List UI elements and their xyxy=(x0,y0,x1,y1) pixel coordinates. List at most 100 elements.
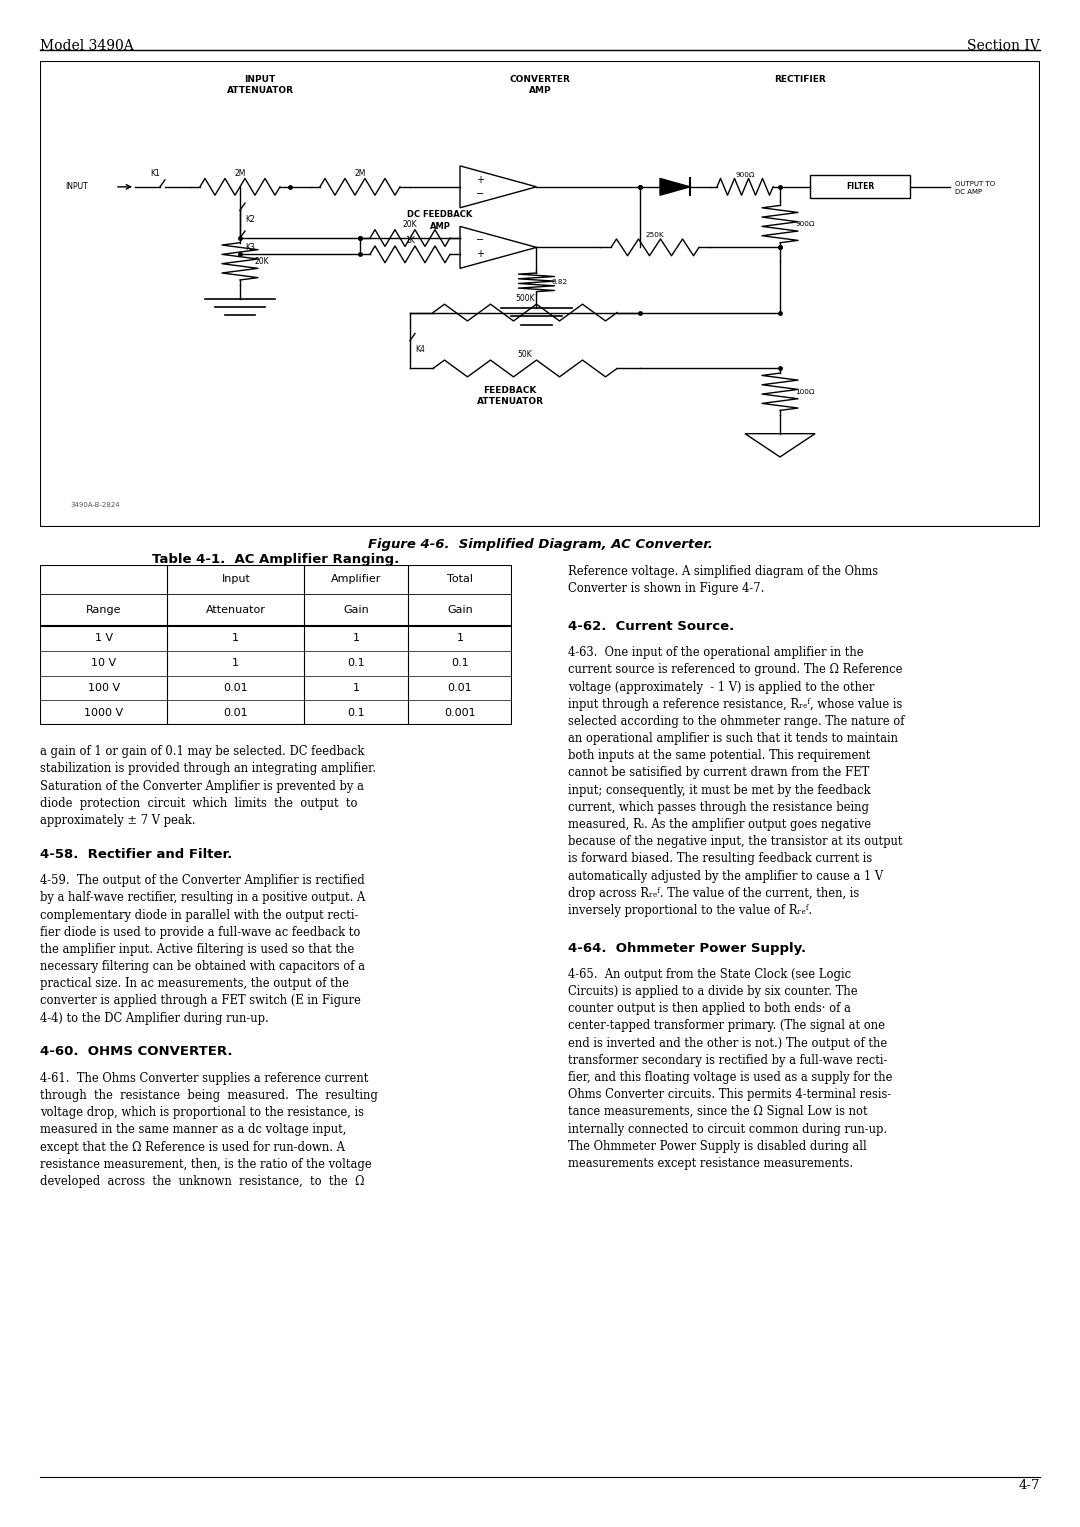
Text: 4-59.  The output of the Converter Amplifier is rectified: 4-59. The output of the Converter Amplif… xyxy=(40,873,365,887)
Text: measurements except resistance measurements.: measurements except resistance measureme… xyxy=(568,1157,853,1170)
Text: RECTIFIER: RECTIFIER xyxy=(774,75,826,84)
Text: 4-58.  Rectifier and Filter.: 4-58. Rectifier and Filter. xyxy=(40,847,232,861)
Text: FILTER: FILTER xyxy=(846,182,874,191)
Text: Amplifier: Amplifier xyxy=(330,574,381,585)
Text: AMP: AMP xyxy=(430,221,450,231)
Text: current, which passes through the resistance being: current, which passes through the resist… xyxy=(568,800,869,814)
Text: OUTPUT TO: OUTPUT TO xyxy=(955,182,995,188)
Text: 0.1: 0.1 xyxy=(348,709,365,718)
Text: drop across Rᵣₑᶠ. The value of the current, then, is: drop across Rᵣₑᶠ. The value of the curre… xyxy=(568,887,860,899)
Text: −: − xyxy=(476,189,484,199)
Text: current source is referenced to ground. The Ω Reference: current source is referenced to ground. … xyxy=(568,663,903,676)
Text: CONVERTER
AMP: CONVERTER AMP xyxy=(510,75,570,95)
Text: 0.01: 0.01 xyxy=(224,683,248,693)
Text: through  the  resistance  being  measured.  The  resulting: through the resistance being measured. T… xyxy=(40,1089,378,1102)
Text: +: + xyxy=(476,176,484,185)
Text: 50K: 50K xyxy=(517,350,532,359)
Text: center-tapped transformer primary. (The signal at one: center-tapped transformer primary. (The … xyxy=(568,1020,886,1032)
Text: K3: K3 xyxy=(245,243,255,252)
Text: 1 V: 1 V xyxy=(95,634,112,643)
Text: an operational amplifier is such that it tends to maintain: an operational amplifier is such that it… xyxy=(568,731,899,745)
Text: input through a reference resistance, Rᵣₑᶠ, whose value is: input through a reference resistance, Rᵣ… xyxy=(568,698,903,710)
Text: 0.01: 0.01 xyxy=(224,709,248,718)
Text: because of the negative input, the transistor at its output: because of the negative input, the trans… xyxy=(568,835,903,847)
Text: both inputs at the same potential. This requirement: both inputs at the same potential. This … xyxy=(568,750,870,762)
Text: Saturation of the Converter Amplifier is prevented by a: Saturation of the Converter Amplifier is… xyxy=(40,780,364,793)
Text: by a half-wave rectifier, resulting in a positive output. A: by a half-wave rectifier, resulting in a… xyxy=(40,892,365,904)
Text: −: − xyxy=(476,235,484,246)
Text: K4: K4 xyxy=(415,345,424,354)
Text: 20K: 20K xyxy=(255,257,270,266)
Text: 900Ω: 900Ω xyxy=(795,221,814,228)
Text: 1: 1 xyxy=(353,683,360,693)
Text: Range: Range xyxy=(86,605,121,615)
Text: converter is applied through a FET switch (E in Figure: converter is applied through a FET switc… xyxy=(40,994,361,1008)
Text: diode  protection  circuit  which  limits  the  output  to: diode protection circuit which limits th… xyxy=(40,797,357,809)
Text: Gain: Gain xyxy=(447,605,473,615)
Polygon shape xyxy=(660,179,690,195)
Text: Circuits) is applied to a divide by six counter. The: Circuits) is applied to a divide by six … xyxy=(568,985,858,999)
Text: is forward biased. The resulting feedback current is: is forward biased. The resulting feedbac… xyxy=(568,852,873,866)
Text: input; consequently, it must be met by the feedback: input; consequently, it must be met by t… xyxy=(568,783,870,797)
Text: the amplifier input. Active filtering is used so that the: the amplifier input. Active filtering is… xyxy=(40,942,354,956)
Text: 4-7: 4-7 xyxy=(1018,1478,1040,1492)
Text: 1K: 1K xyxy=(405,237,415,244)
Text: DC AMP: DC AMP xyxy=(955,189,982,195)
Text: 0.01: 0.01 xyxy=(448,683,472,693)
Text: Reference voltage. A simplified diagram of the Ohms: Reference voltage. A simplified diagram … xyxy=(568,565,878,579)
Text: stabilization is provided through an integrating amplifier.: stabilization is provided through an int… xyxy=(40,762,376,776)
Text: 250K: 250K xyxy=(646,232,664,238)
Text: 1: 1 xyxy=(353,634,360,643)
Text: The Ohmmeter Power Supply is disabled during all: The Ohmmeter Power Supply is disabled du… xyxy=(568,1139,867,1153)
Text: fier, and this floating voltage is used as a supply for the: fier, and this floating voltage is used … xyxy=(568,1070,892,1084)
Text: internally connected to circuit common during run-up.: internally connected to circuit common d… xyxy=(568,1122,887,1136)
Text: approximately ± 7 V peak.: approximately ± 7 V peak. xyxy=(40,814,195,828)
Text: 4-63.  One input of the operational amplifier in the: 4-63. One input of the operational ampli… xyxy=(568,646,864,660)
Text: Section IV: Section IV xyxy=(968,38,1040,53)
Text: Attenuator: Attenuator xyxy=(206,605,266,615)
Text: counter output is then applied to both ends· of a: counter output is then applied to both e… xyxy=(568,1002,851,1015)
Text: practical size. In ac measurements, the output of the: practical size. In ac measurements, the … xyxy=(40,977,349,989)
Text: Input: Input xyxy=(221,574,251,585)
Text: +: + xyxy=(476,249,484,260)
Text: 0.001: 0.001 xyxy=(444,709,476,718)
Text: voltage (approximately  - 1 V) is applied to the other: voltage (approximately - 1 V) is applied… xyxy=(568,681,875,693)
Text: 0.1: 0.1 xyxy=(451,658,469,669)
Text: end is inverted and the other is not.) The output of the: end is inverted and the other is not.) T… xyxy=(568,1037,888,1049)
Text: 1: 1 xyxy=(232,634,240,643)
Text: 100Ω: 100Ω xyxy=(795,389,814,395)
Text: Model 3490A: Model 3490A xyxy=(40,38,134,53)
Text: 100 V: 100 V xyxy=(87,683,120,693)
Text: Ohms Converter circuits. This permits 4-terminal resis-: Ohms Converter circuits. This permits 4-… xyxy=(568,1089,891,1101)
Text: except that the Ω Reference is used for run-down. A: except that the Ω Reference is used for … xyxy=(40,1141,345,1153)
Text: transformer secondary is rectified by a full-wave recti-: transformer secondary is rectified by a … xyxy=(568,1054,888,1067)
Text: inversely proportional to the value of Rᵣₑᶠ.: inversely proportional to the value of R… xyxy=(568,904,812,916)
Text: 3490A-B-2824: 3490A-B-2824 xyxy=(70,502,120,508)
Text: selected according to the ohmmeter range. The nature of: selected according to the ohmmeter range… xyxy=(568,715,905,728)
Text: 1: 1 xyxy=(457,634,463,643)
Text: Gain: Gain xyxy=(343,605,369,615)
Text: 4-60.  OHMS CONVERTER.: 4-60. OHMS CONVERTER. xyxy=(40,1046,232,1058)
Text: 4-4) to the DC Amplifier during run-up.: 4-4) to the DC Amplifier during run-up. xyxy=(40,1011,269,1025)
Text: 4-61.  The Ohms Converter supplies a reference current: 4-61. The Ohms Converter supplies a refe… xyxy=(40,1072,368,1084)
Text: resistance measurement, then, is the ratio of the voltage: resistance measurement, then, is the rat… xyxy=(40,1157,372,1171)
Text: Converter is shown in Figure 4-7.: Converter is shown in Figure 4-7. xyxy=(568,582,765,596)
Text: Total: Total xyxy=(447,574,473,585)
Text: measured, Rᵢ. As the amplifier output goes negative: measured, Rᵢ. As the amplifier output go… xyxy=(568,818,872,831)
Text: automatically adjusted by the amplifier to cause a 1 V: automatically adjusted by the amplifier … xyxy=(568,869,883,883)
Text: measured in the same manner as a dc voltage input,: measured in the same manner as a dc volt… xyxy=(40,1124,347,1136)
Text: tance measurements, since the Ω Signal Low is not: tance measurements, since the Ω Signal L… xyxy=(568,1106,867,1118)
Text: 2M: 2M xyxy=(354,168,366,177)
Text: developed  across  the  unknown  resistance,  to  the  Ω: developed across the unknown resistance,… xyxy=(40,1174,364,1188)
Text: 20K: 20K xyxy=(403,220,417,229)
Text: 4-64.  Ohmmeter Power Supply.: 4-64. Ohmmeter Power Supply. xyxy=(568,942,806,954)
Text: 4-65.  An output from the State Clock (see Logic: 4-65. An output from the State Clock (se… xyxy=(568,968,851,980)
Text: a gain of 1 or gain of 0.1 may be selected. DC feedback: a gain of 1 or gain of 0.1 may be select… xyxy=(40,745,364,759)
Bar xyxy=(810,176,910,199)
Text: 1000 V: 1000 V xyxy=(84,709,123,718)
Text: K2: K2 xyxy=(245,215,255,224)
Text: DC FEEDBACK: DC FEEDBACK xyxy=(407,211,473,220)
Text: cannot be satisified by current drawn from the FET: cannot be satisified by current drawn fr… xyxy=(568,767,869,779)
Text: INPUT: INPUT xyxy=(65,182,87,191)
Text: K1: K1 xyxy=(150,168,160,177)
